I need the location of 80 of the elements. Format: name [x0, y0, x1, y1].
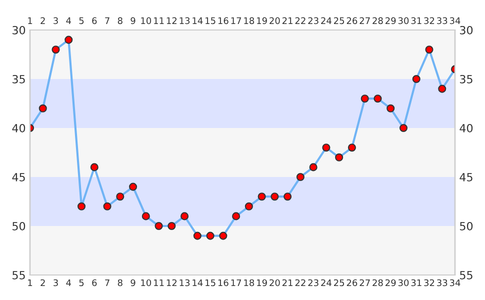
x2-tick-label: 32	[424, 17, 434, 24]
x2-tick-label: 25	[334, 17, 344, 24]
x-tick-label: 6	[92, 279, 97, 286]
x-tick-label: 28	[372, 279, 383, 286]
y-tick-label: 50	[12, 222, 26, 230]
y2-tick-label: 35	[460, 74, 472, 84]
x2-tick-label: 6	[92, 17, 97, 24]
y2-tick-label: 55	[460, 271, 472, 280]
x2-tick-label: 17	[231, 17, 242, 24]
y2-tick-label: 50	[460, 222, 473, 230]
x2-tick-label: 28	[372, 17, 383, 24]
x-tick-label: 32	[424, 279, 434, 286]
x-tick-label: 8	[118, 279, 122, 286]
x-tick-label: 9	[130, 279, 136, 286]
x-tick-label: 13	[180, 279, 190, 286]
y-tick-label: 30	[12, 26, 26, 34]
x2-tick-label: 13	[180, 17, 190, 24]
x2-tick-label: 30	[398, 17, 409, 24]
x2-tick-label: 8	[118, 17, 122, 24]
x2-tick-label: 24	[321, 17, 332, 24]
x-tick-label: 25	[334, 279, 344, 286]
x-tick-label: 21	[282, 279, 292, 286]
x-tick-label: 29	[386, 279, 396, 286]
x2-tick-label: 4	[66, 17, 71, 24]
x-tick-label: 22	[295, 279, 306, 286]
x-tick-label: 16	[218, 279, 228, 286]
x-tick-label: 18	[244, 279, 254, 286]
x-tick-label: 4	[66, 279, 71, 286]
x2-tick-label: 21	[282, 17, 292, 24]
y2-tick-label: 40	[460, 124, 473, 132]
x-tick-label: 34	[450, 279, 460, 286]
x2-tick-label: 14	[192, 17, 203, 24]
y2-tick-label: 45	[460, 173, 472, 182]
y-tick-label: 35	[12, 74, 25, 84]
x2-tick-label: 19	[257, 17, 267, 24]
x-tick-label: 26	[346, 279, 358, 286]
x-tick-label: 24	[321, 279, 332, 286]
x-tick-label: 14	[192, 279, 203, 286]
x2-tick-label: 22	[295, 17, 306, 24]
x-tick-label: 2	[40, 279, 45, 286]
x-tick-label: 27	[360, 279, 370, 286]
x-tick-label: 19	[257, 279, 267, 286]
x-tick-label: 30	[398, 279, 409, 286]
x2-tick-label: 1	[28, 17, 32, 24]
x-tick-label: 31	[411, 279, 422, 286]
x-tick-label: 11	[154, 279, 164, 286]
y2-tick-label: 30	[460, 26, 473, 34]
x-tick-label: 5	[79, 279, 84, 286]
y-tick-label: 45	[12, 173, 25, 182]
x2-tick-label: 3	[54, 17, 58, 24]
x-tick-label: 1	[28, 279, 32, 286]
x2-tick-label: 10	[141, 17, 152, 24]
x2-tick-label: 11	[154, 17, 164, 24]
x2-tick-label: 16	[218, 17, 228, 24]
x2-tick-label: 15	[206, 17, 216, 24]
x2-tick-label: 23	[308, 17, 318, 24]
x2-tick-label: 26	[346, 17, 358, 24]
x-tick-label: 7	[105, 279, 110, 286]
x2-tick-label: 5	[79, 17, 84, 24]
x2-tick-label: 2	[40, 17, 45, 24]
x2-tick-label: 33	[437, 17, 448, 24]
x2-tick-label: 18	[244, 17, 254, 24]
x2-tick-label: 34	[450, 17, 460, 24]
x2-tick-label: 12	[166, 17, 177, 24]
x-tick-label: 33	[437, 279, 448, 286]
y-tick-label: 55	[12, 271, 25, 280]
x-tick-label: 23	[308, 279, 318, 286]
x-tick-label: 10	[141, 279, 152, 286]
x2-tick-label: 27	[360, 17, 370, 24]
y-tick-label: 40	[12, 124, 26, 132]
x-tick-label: 12	[166, 279, 177, 286]
x-tick-label: 15	[206, 279, 216, 286]
x-tick-label: 20	[270, 279, 280, 286]
x-tick-label: 17	[231, 279, 242, 286]
x2-tick-label: 31	[411, 17, 422, 24]
x2-tick-label: 29	[386, 17, 396, 24]
x2-tick-label: 7	[105, 17, 110, 24]
x-tick-label: 3	[54, 279, 58, 286]
x2-tick-label: 20	[270, 17, 280, 24]
x2-tick-label: 9	[130, 17, 136, 24]
